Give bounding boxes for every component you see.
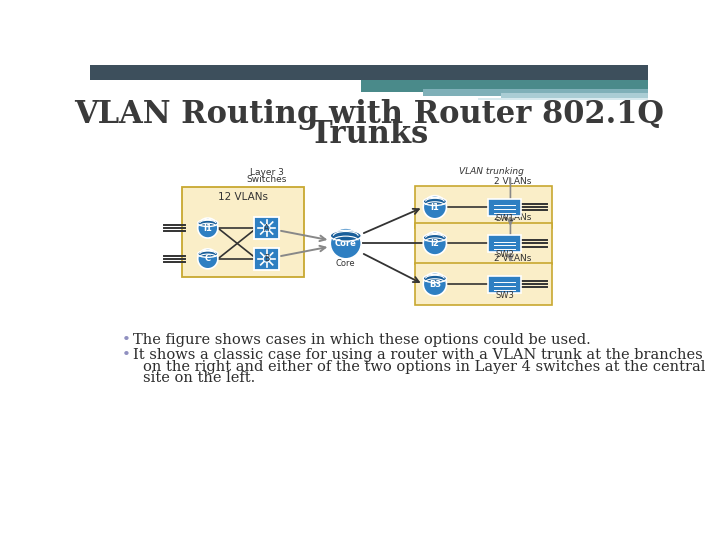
Text: SW3: SW3 — [495, 291, 514, 300]
FancyBboxPatch shape — [415, 264, 552, 305]
Text: I1: I1 — [203, 224, 212, 233]
Ellipse shape — [330, 231, 361, 241]
FancyBboxPatch shape — [488, 199, 521, 215]
Text: SW1: SW1 — [495, 214, 514, 224]
Ellipse shape — [423, 274, 446, 282]
Text: Core: Core — [335, 239, 356, 248]
Text: VLAN trunking: VLAN trunking — [459, 167, 523, 177]
Text: A: A — [264, 224, 269, 233]
Bar — [423, 90, 648, 96]
FancyBboxPatch shape — [415, 186, 552, 228]
Circle shape — [264, 225, 270, 232]
Text: Trunks: Trunks — [310, 119, 428, 150]
Text: The figure shows cases in which these options could be used.: The figure shows cases in which these op… — [132, 333, 590, 347]
FancyBboxPatch shape — [488, 235, 521, 252]
Bar — [500, 93, 648, 98]
FancyBboxPatch shape — [182, 187, 304, 278]
Bar — [477, 98, 648, 100]
Circle shape — [198, 218, 218, 238]
Ellipse shape — [198, 251, 218, 258]
Bar — [361, 80, 648, 92]
Text: VLAN Routing with Router 802.1Q: VLAN Routing with Router 802.1Q — [74, 99, 664, 130]
Text: I1: I1 — [431, 202, 439, 212]
Text: B3: B3 — [429, 280, 441, 289]
Text: 2 VLANs: 2 VLANs — [494, 177, 531, 186]
Circle shape — [264, 255, 270, 262]
Text: 2 VLANs: 2 VLANs — [494, 254, 531, 262]
Text: on the right and either of the two options in Layer 4 switches at the central: on the right and either of the two optio… — [143, 360, 706, 374]
Text: •: • — [122, 348, 131, 362]
Text: •: • — [122, 333, 131, 347]
Text: SW2: SW2 — [495, 251, 514, 260]
Text: 2 VLANs: 2 VLANs — [494, 213, 531, 222]
Text: 12 VLANs: 12 VLANs — [218, 192, 268, 202]
Text: It shows a classic case for using a router with a VLAN trunk at the branches: It shows a classic case for using a rout… — [132, 348, 703, 362]
FancyBboxPatch shape — [254, 217, 279, 239]
Circle shape — [423, 195, 446, 219]
Ellipse shape — [423, 234, 446, 242]
Circle shape — [423, 273, 446, 296]
Bar — [90, 65, 648, 80]
Text: site on the left.: site on the left. — [143, 372, 256, 385]
Circle shape — [330, 228, 361, 259]
Ellipse shape — [198, 220, 218, 227]
Circle shape — [423, 232, 446, 255]
Text: B: B — [264, 254, 269, 264]
Text: C: C — [204, 254, 211, 264]
Ellipse shape — [423, 198, 446, 206]
Text: Switches: Switches — [246, 175, 287, 184]
FancyBboxPatch shape — [488, 276, 521, 293]
Circle shape — [198, 249, 218, 269]
Text: I2: I2 — [431, 239, 439, 248]
Text: Core: Core — [336, 259, 356, 268]
FancyBboxPatch shape — [415, 222, 552, 264]
FancyBboxPatch shape — [254, 248, 279, 269]
Text: Layer 3: Layer 3 — [250, 168, 284, 177]
